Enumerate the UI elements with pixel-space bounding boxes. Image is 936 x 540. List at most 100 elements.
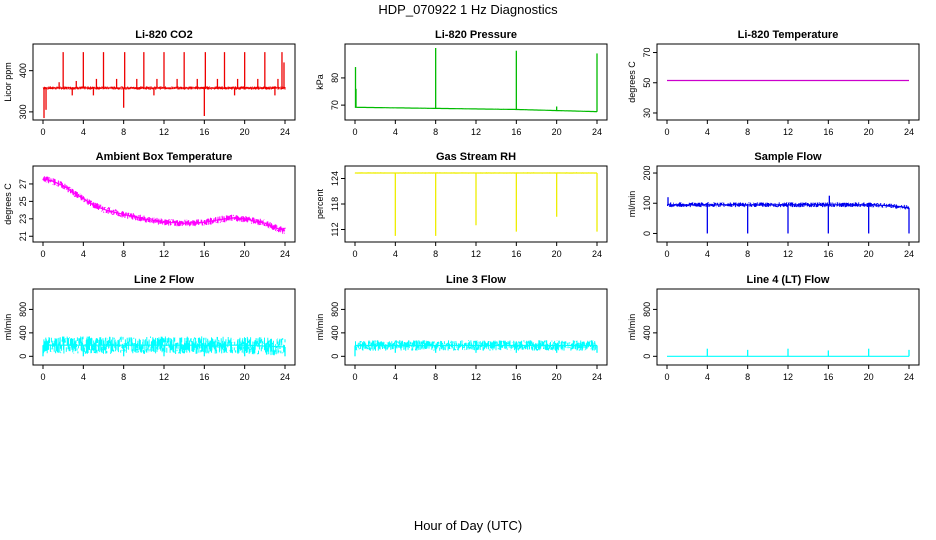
- x-tick-label: 20: [864, 249, 874, 259]
- x-tick-label: 24: [904, 249, 914, 259]
- x-tick-label: 8: [745, 372, 750, 382]
- x-tick-label: 0: [664, 372, 669, 382]
- panel-title: Li-820 Pressure: [435, 29, 517, 41]
- x-tick-label: 16: [511, 249, 521, 259]
- x-tick-label: 4: [81, 127, 86, 137]
- x-tick-label: 4: [393, 249, 398, 259]
- figure-title: HDP_070922 1 Hz Diagnostics: [378, 2, 558, 17]
- x-tick-label: 16: [199, 372, 209, 382]
- x-tick-label: 24: [280, 127, 290, 137]
- x-tick-label: 4: [81, 249, 86, 259]
- panel-line3: Line 3 Flow ml/min 0 4 8 12 16 20 24 0 400 800: [315, 274, 608, 382]
- y-axis-label: ml/min: [315, 314, 325, 341]
- x-tick-label: 12: [471, 372, 481, 382]
- series-line2: [42, 336, 286, 357]
- x-tick-label: 4: [705, 249, 710, 259]
- x-tick-label: 20: [240, 372, 250, 382]
- y-tick-label: 30: [642, 108, 652, 118]
- series-rh: [354, 172, 598, 236]
- y-tick-label: 0: [330, 354, 340, 359]
- x-tick-label: 24: [592, 249, 602, 259]
- x-tick-label: 4: [705, 127, 710, 137]
- y-tick-label: 118: [330, 197, 340, 211]
- trend-line: [355, 106, 597, 113]
- y-tick-label: 400: [18, 325, 28, 340]
- x-tick-label: 8: [745, 127, 750, 137]
- x-tick-label: 4: [81, 372, 86, 382]
- x-tick-label: 8: [121, 127, 126, 137]
- x-tick-label: 16: [199, 249, 209, 259]
- panel-line2: Line 2 Flow ml/min 0 4 8 12 16 20 24 0 400 800: [3, 274, 296, 382]
- x-tick-label: 8: [433, 127, 438, 137]
- y-tick-label: 400: [330, 325, 340, 340]
- panel-title: Line 2 Flow: [134, 274, 194, 286]
- panel-title: Gas Stream RH: [436, 151, 516, 163]
- x-tick-label: 16: [823, 249, 833, 259]
- x-tick-label: 12: [159, 127, 169, 137]
- x-tick-label: 20: [240, 127, 250, 137]
- y-axis-label: kPa: [315, 74, 325, 90]
- x-tick-label: 24: [592, 372, 602, 382]
- x-tick-label: 0: [664, 127, 669, 137]
- noise-band: [42, 176, 286, 234]
- x-tick-label: 4: [393, 127, 398, 137]
- y-tick-label: 800: [642, 302, 652, 317]
- x-tick-label: 24: [904, 127, 914, 137]
- y-tick-label: 112: [330, 222, 340, 236]
- x-tick-label: 24: [280, 372, 290, 382]
- x-tick-label: 8: [121, 372, 126, 382]
- x-tick-label: 16: [511, 372, 521, 382]
- x-tick-label: 8: [745, 249, 750, 259]
- y-axis-label: degrees C: [627, 61, 637, 103]
- y-tick-label: 400: [642, 325, 652, 340]
- y-tick-label: 25: [18, 196, 28, 206]
- x-axis-label: Hour of Day (UTC): [413, 518, 523, 533]
- x-tick-label: 12: [783, 249, 793, 259]
- x-tick-label: 0: [40, 372, 45, 382]
- trend-line: [42, 178, 286, 232]
- y-axis-label: ml/min: [627, 191, 637, 218]
- x-tick-label: 8: [433, 372, 438, 382]
- plot-frame: [344, 288, 608, 366]
- x-tick-label: 20: [552, 127, 562, 137]
- x-tick-label: 8: [121, 249, 126, 259]
- panel-sample-flow: Sample Flow ml/min 0 4 8 12 16 20 24 0 100 200: [627, 151, 920, 259]
- y-tick-label: 400: [18, 63, 28, 78]
- y-tick-label: 800: [18, 302, 28, 317]
- y-tick-label: 70: [330, 100, 340, 110]
- x-tick-label: 20: [864, 372, 874, 382]
- panel-box-temp: Ambient Box Temperature degrees C 0 4 8 12 16 2…: [3, 151, 296, 259]
- x-tick-label: 16: [823, 127, 833, 137]
- plot-frame: [656, 43, 920, 121]
- y-tick-label: 27: [18, 179, 28, 189]
- series-sample-flow: [667, 195, 910, 234]
- y-tick-label: 124: [330, 171, 340, 186]
- panel-rh: Gas Stream RH percent 0 4 8 12 16 20 24 112 118 124: [315, 151, 608, 259]
- y-tick-label: 0: [642, 231, 652, 236]
- x-tick-label: 16: [199, 127, 209, 137]
- x-tick-label: 20: [552, 249, 562, 259]
- series-co2: [42, 52, 286, 119]
- x-tick-label: 20: [552, 372, 562, 382]
- series-pressure: [354, 48, 598, 113]
- x-tick-label: 24: [280, 249, 290, 259]
- x-tick-label: 20: [240, 249, 250, 259]
- x-tick-label: 0: [352, 249, 357, 259]
- panel-title: Li-820 Temperature: [738, 29, 839, 41]
- x-tick-label: 0: [40, 127, 45, 137]
- y-tick-label: 70: [642, 48, 652, 58]
- y-tick-label: 80: [330, 73, 340, 83]
- y-tick-label: 200: [642, 166, 652, 181]
- y-tick-label: 100: [642, 196, 652, 211]
- x-tick-label: 16: [823, 372, 833, 382]
- panel-line4: Line 4 (LT) Flow ml/min 0 4 8 12 16 20 24 0 400 800: [627, 274, 920, 382]
- panel-title: Li-820 CO2: [135, 29, 192, 41]
- x-tick-label: 24: [592, 127, 602, 137]
- x-tick-label: 12: [471, 127, 481, 137]
- series-box-temp: [42, 176, 286, 234]
- y-tick-label: 0: [18, 354, 28, 359]
- x-tick-label: 12: [159, 372, 169, 382]
- series-line4: [667, 348, 910, 357]
- y-axis-label: ml/min: [3, 314, 13, 341]
- x-tick-label: 4: [705, 372, 710, 382]
